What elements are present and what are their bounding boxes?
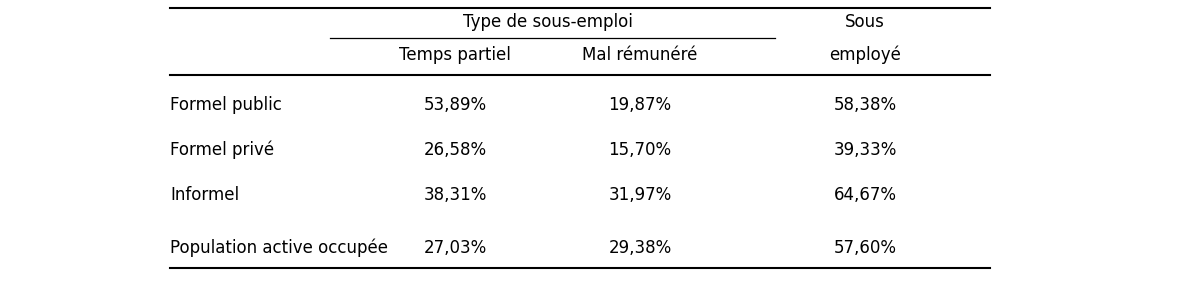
Text: 64,67%: 64,67%: [833, 186, 896, 204]
Text: 58,38%: 58,38%: [833, 96, 896, 114]
Text: employé: employé: [830, 46, 901, 64]
Text: Type de sous-emploi: Type de sous-emploi: [462, 13, 633, 31]
Text: 26,58%: 26,58%: [423, 141, 486, 159]
Text: Temps partiel: Temps partiel: [399, 46, 511, 64]
Text: 57,60%: 57,60%: [833, 239, 896, 257]
Text: 15,70%: 15,70%: [608, 141, 671, 159]
Text: Informel: Informel: [170, 186, 240, 204]
Text: Formel public: Formel public: [170, 96, 281, 114]
Text: Sous: Sous: [845, 13, 884, 31]
Text: 31,97%: 31,97%: [608, 186, 671, 204]
Text: 29,38%: 29,38%: [608, 239, 671, 257]
Text: 53,89%: 53,89%: [423, 96, 486, 114]
Text: 38,31%: 38,31%: [423, 186, 486, 204]
Text: Mal rémunéré: Mal rémunéré: [583, 46, 697, 64]
Text: 27,03%: 27,03%: [423, 239, 486, 257]
Text: Formel privé: Formel privé: [170, 141, 274, 159]
Text: 19,87%: 19,87%: [608, 96, 671, 114]
Text: 39,33%: 39,33%: [833, 141, 896, 159]
Text: Population active occupée: Population active occupée: [170, 239, 389, 257]
